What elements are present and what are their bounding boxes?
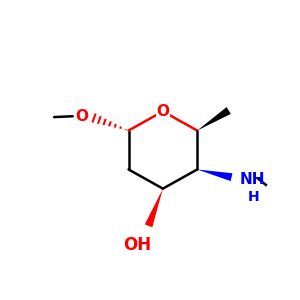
Text: O: O <box>76 109 88 124</box>
Text: NH: NH <box>240 172 266 187</box>
Text: OH: OH <box>123 236 151 254</box>
Text: H: H <box>247 190 259 204</box>
Text: O: O <box>156 104 170 119</box>
Polygon shape <box>197 107 231 130</box>
Text: methoxy: methoxy <box>34 116 40 117</box>
Polygon shape <box>145 189 163 227</box>
Polygon shape <box>197 169 233 181</box>
